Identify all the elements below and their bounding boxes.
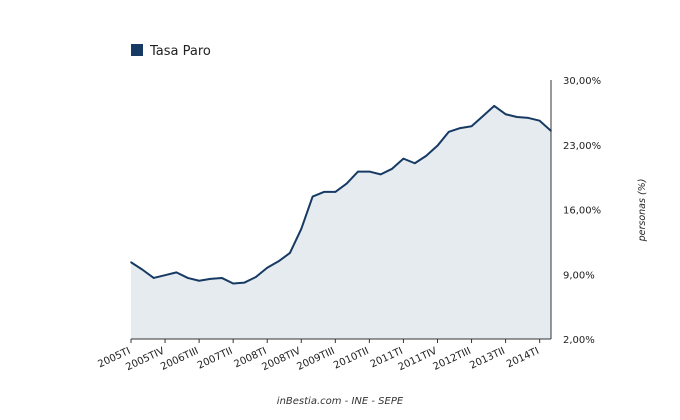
data-point <box>243 281 246 284</box>
data-point <box>357 170 359 173</box>
data-point <box>436 144 439 147</box>
x-tick-label: 2007TII <box>196 346 235 372</box>
data-point <box>482 115 484 117</box>
x-tick-label: 2005TIV <box>124 346 166 374</box>
data-point <box>277 260 280 263</box>
x-tick-label: 2012TIII <box>432 346 473 373</box>
y-tick-label: 9,00% <box>563 270 595 281</box>
data-point <box>391 168 393 170</box>
data-point <box>209 278 212 280</box>
data-point <box>141 268 144 271</box>
data-point <box>345 182 348 185</box>
data-point <box>413 162 416 165</box>
data-point <box>175 271 178 274</box>
data-point <box>266 266 269 269</box>
data-point <box>493 105 496 107</box>
legend-swatch-tasa-paro <box>131 44 143 56</box>
data-point <box>152 277 155 279</box>
y-tick-label: 2,00% <box>563 335 595 346</box>
x-tick-label: 2011TIV <box>397 346 439 374</box>
data-point <box>379 173 382 176</box>
y-axis: 2,00% 9,00% 16,00% 23,00% 30,00% <box>550 76 601 346</box>
legend: Tasa Paro <box>131 44 211 59</box>
x-tick-label: 2010TII <box>332 346 371 372</box>
legend-label-tasa-paro: Tasa Paro <box>149 44 211 59</box>
data-point <box>311 195 314 198</box>
data-point <box>516 116 518 118</box>
data-point <box>448 131 450 133</box>
data-point <box>186 277 189 279</box>
series-line-tasa-paro <box>130 104 552 285</box>
data-point <box>255 276 257 278</box>
data-point <box>368 170 371 173</box>
data-point <box>470 125 473 128</box>
data-point <box>130 261 132 264</box>
data-point <box>538 119 541 122</box>
y-tick-label: 23,00% <box>563 141 601 152</box>
x-axis: 2005TI2005TIV2006TIII2007TII2008TI2008TI… <box>96 338 551 374</box>
area-fill <box>131 105 551 340</box>
data-point <box>402 157 405 160</box>
data-point <box>289 252 291 254</box>
x-tick-label: 2006TIII <box>159 346 200 373</box>
data-point <box>300 228 303 230</box>
x-tick-label: 2009TIII <box>295 346 336 373</box>
y-tick-label: 30,00% <box>563 76 601 87</box>
data-point <box>527 117 530 119</box>
x-tick-label: 2014TI <box>505 346 541 371</box>
data-point <box>221 277 223 279</box>
data-point <box>232 282 234 285</box>
data-point <box>425 155 427 157</box>
x-tick-label: 2013TII <box>468 346 507 372</box>
data-point <box>164 274 166 276</box>
data-point <box>459 127 461 129</box>
data-point <box>198 279 200 282</box>
data-point <box>334 191 337 193</box>
data-point <box>504 113 507 116</box>
area-layer <box>130 104 552 340</box>
y-axis-title: personas (%) <box>637 179 648 243</box>
source-label: inBestia.com - INE - SEPE <box>277 396 404 407</box>
x-tick-label: 2008TIV <box>260 346 302 374</box>
y-tick-label: 16,00% <box>563 206 601 217</box>
data-point <box>323 191 325 193</box>
